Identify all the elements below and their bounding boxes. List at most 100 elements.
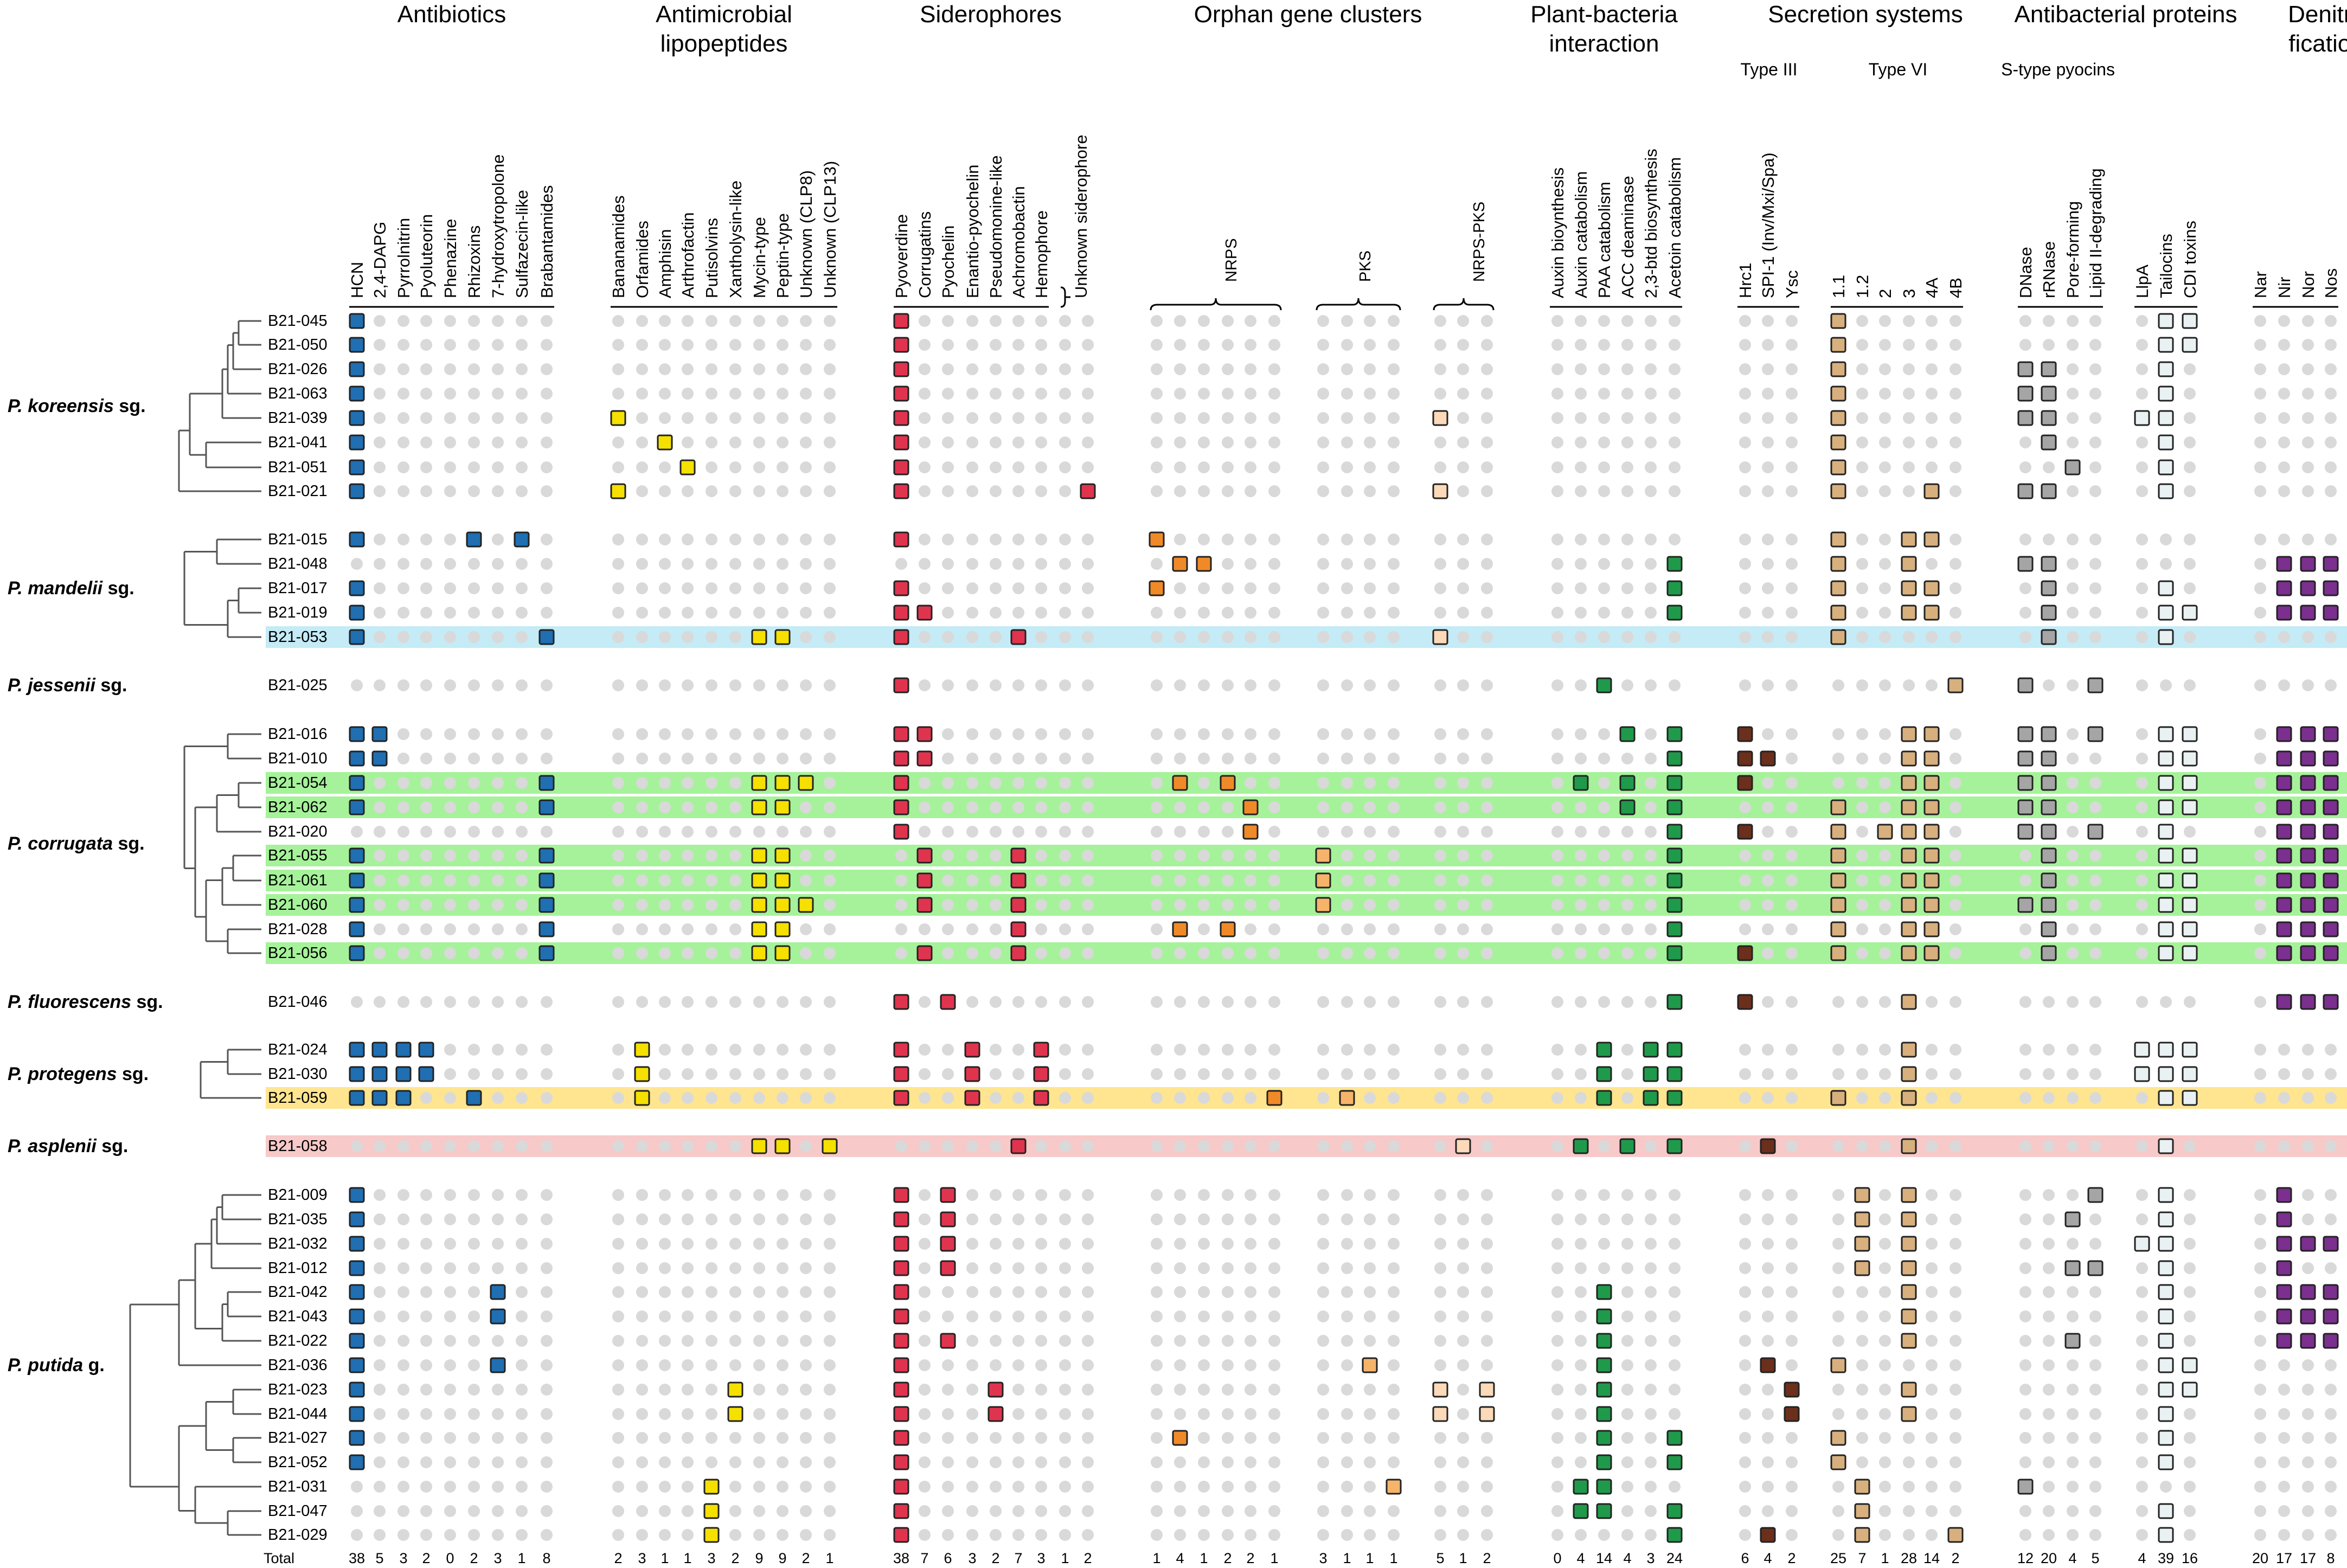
cell-present-b21-054-c66 xyxy=(2323,775,2339,791)
cell-absent-b21-026-c40 xyxy=(1481,363,1493,375)
cell-absent-b21-022-c49 xyxy=(1786,1335,1798,1347)
cell-absent-b21-063-c44 xyxy=(1621,388,1633,400)
cell-absent-b21-031-c24 xyxy=(1012,1481,1024,1493)
cell-absent-b21-024-c20 xyxy=(919,1044,931,1056)
strain-label-b21-022: B21-022 xyxy=(268,1332,328,1349)
cell-absent-b21-025-c48 xyxy=(1762,679,1774,691)
cell-absent-b21-044-c30 xyxy=(1198,1408,1210,1420)
cell-absent-b21-062-c39 xyxy=(1457,801,1469,813)
cell-absent-b21-048-c61 xyxy=(2160,558,2172,570)
cell-absent-b21-036-c29 xyxy=(1174,1359,1186,1371)
cell-absent-b21-035-c35 xyxy=(1341,1213,1353,1225)
cell-absent-b21-060-c14 xyxy=(729,899,741,911)
cell-absent-b21-054-c38 xyxy=(1434,777,1446,789)
cell-absent-b21-031-c62 xyxy=(2184,1481,2196,1493)
cell-absent-b21-031-c21 xyxy=(942,1481,954,1493)
cell-present-b21-058-c39 xyxy=(1455,1138,1471,1154)
cell-absent-b21-047-c50 xyxy=(1832,1505,1844,1517)
cell-absent-b21-025-c36 xyxy=(1364,679,1376,691)
cell-absent-b21-031-c9 xyxy=(612,1481,624,1493)
total-value-c65: 17 xyxy=(2299,1550,2317,1566)
cell-present-b21-062-c61 xyxy=(2158,799,2174,815)
cell-absent-b21-010-c11 xyxy=(659,753,671,764)
cell-absent-b21-042-c22 xyxy=(966,1286,978,1298)
cell-absent-b21-015-c45 xyxy=(1645,534,1657,545)
cell-absent-b21-016-c14 xyxy=(729,728,741,740)
cell-absent-b21-055-c5 xyxy=(468,850,480,862)
cell-present-b21-028-c50 xyxy=(1830,921,1846,937)
cell-present-b21-023-c14 xyxy=(727,1381,743,1398)
cell-present-b21-024-c19 xyxy=(893,1042,909,1058)
cell-absent-b21-056-c49 xyxy=(1786,947,1798,959)
cell-absent-b21-053-c22 xyxy=(966,631,978,643)
cell-absent-b21-021-c33 xyxy=(1268,485,1280,497)
cell-absent-b21-016-c42 xyxy=(1575,728,1587,740)
column-label-c41: Auxin bioynthesis xyxy=(1548,167,1567,298)
cell-absent-b21-063-c41 xyxy=(1551,388,1563,400)
cell-absent-b21-024-c50 xyxy=(1832,1044,1844,1056)
cell-absent-b21-053-c17 xyxy=(800,631,812,643)
strain-label-b21-020: B21-020 xyxy=(268,823,328,840)
cell-absent-b21-023-c2 xyxy=(397,1384,409,1396)
cell-absent-b21-017-c39 xyxy=(1457,582,1469,594)
cell-absent-b21-016-c63 xyxy=(2254,728,2266,740)
cell-absent-b21-043-c62 xyxy=(2184,1310,2196,1322)
cell-absent-b21-026-c31 xyxy=(1222,363,1234,375)
cell-absent-b21-010-c49 xyxy=(1786,753,1798,764)
cell-absent-b21-053-c41 xyxy=(1551,631,1563,643)
cell-absent-b21-036-c16 xyxy=(777,1359,788,1371)
cell-absent-b21-016-c4 xyxy=(444,728,456,740)
cell-absent-b21-031-c35 xyxy=(1341,1481,1353,1493)
cell-present-b21-024-c22 xyxy=(964,1042,980,1058)
cell-absent-b21-027-c56 xyxy=(2019,1432,2031,1444)
cell-absent-b21-052-c57 xyxy=(2043,1456,2055,1468)
cell-absent-b21-050-c63 xyxy=(2254,339,2266,351)
cell-absent-b21-019-c51 xyxy=(1856,607,1868,619)
cell-present-b21-062-c64 xyxy=(2276,799,2292,815)
cell-present-b21-060-c24 xyxy=(1010,897,1027,913)
cell-absent-b21-062-c22 xyxy=(966,801,978,813)
cell-absent-b21-009-c30 xyxy=(1198,1189,1210,1201)
cell-absent-b21-053-c40 xyxy=(1481,631,1493,643)
cell-absent-b21-022-c55 xyxy=(1950,1335,1961,1347)
cell-present-b21-060-c8 xyxy=(538,897,555,913)
cell-present-b21-027-c50 xyxy=(1830,1430,1846,1446)
cell-absent-b21-054-c28 xyxy=(1151,777,1163,789)
cell-present-b21-055-c15 xyxy=(751,847,767,864)
cell-absent-b21-035-c37 xyxy=(1388,1213,1400,1225)
cell-present-b21-009-c21 xyxy=(940,1187,956,1203)
cell-absent-b21-041-c13 xyxy=(706,436,717,448)
cell-present-b21-055-c65 xyxy=(2300,847,2316,864)
cell-present-b21-030-c45 xyxy=(1643,1066,1659,1082)
highlight-bands xyxy=(266,626,2347,1157)
total-value-c39: 1 xyxy=(1459,1550,1467,1566)
cell-absent-b21-025-c61 xyxy=(2160,679,2172,691)
cell-absent-b21-045-c27 xyxy=(1082,315,1094,327)
cell-present-b21-030-c19 xyxy=(893,1066,909,1082)
total-value-c15: 9 xyxy=(755,1550,764,1566)
cell-absent-b21-031-c66 xyxy=(2325,1481,2337,1493)
cell-absent-b21-015-c55 xyxy=(1950,534,1961,545)
cell-absent-b21-058-c23 xyxy=(990,1140,1002,1152)
cell-absent-b21-041-c65 xyxy=(2302,436,2314,448)
cell-absent-b21-063-c20 xyxy=(919,388,931,400)
total-value-c45: 3 xyxy=(1646,1550,1655,1566)
column-label-c56: DNase xyxy=(2016,247,2035,298)
cell-absent-b21-052-c59 xyxy=(2089,1456,2101,1468)
cell-absent-b21-058-c52 xyxy=(1879,1140,1891,1152)
cell-absent-b21-055-c11 xyxy=(659,850,671,862)
column-label-unknown-siderophore: Unknown siderophore xyxy=(1072,134,1091,298)
cell-absent-b21-009-c5 xyxy=(468,1189,480,1201)
cell-absent-b21-054-c22 xyxy=(966,777,978,789)
cell-absent-b21-050-c31 xyxy=(1222,339,1234,351)
cell-absent-b21-039-c8 xyxy=(541,412,553,424)
cell-absent-b21-044-c37 xyxy=(1388,1408,1400,1420)
cell-absent-b21-047-c65 xyxy=(2302,1505,2314,1517)
cell-present-b21-017-c65 xyxy=(2300,580,2316,596)
cell-absent-b21-010-c28 xyxy=(1151,753,1163,764)
cell-absent-b21-020-c58 xyxy=(2067,826,2079,838)
clade-rank: sg. xyxy=(113,396,146,416)
cell-absent-b21-062-c3 xyxy=(420,801,432,813)
cell-absent-b21-020-c24 xyxy=(1012,826,1024,838)
strain-label-b21-017: B21-017 xyxy=(268,580,328,597)
